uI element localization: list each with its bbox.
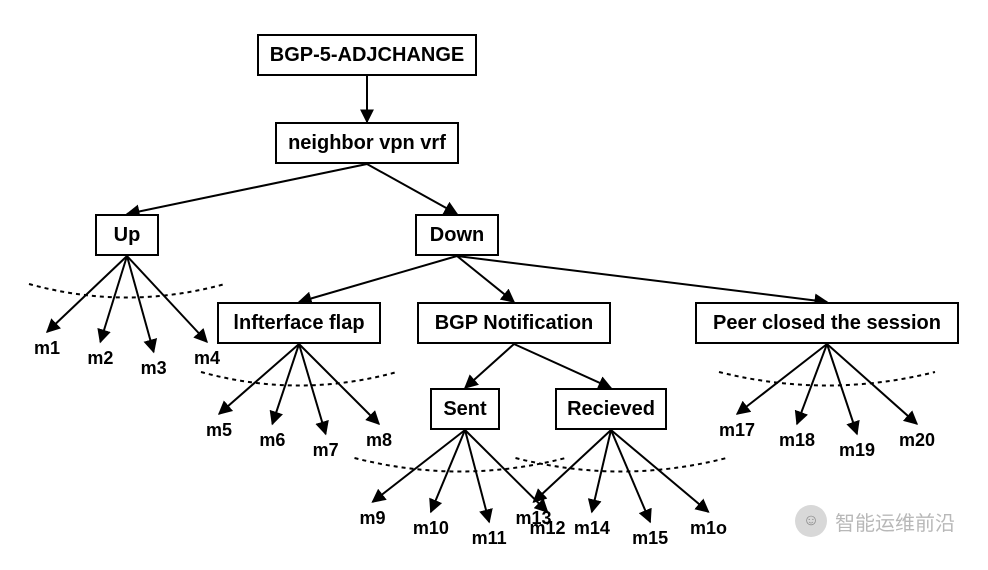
node-root: BGP-5-ADJCHANGE (257, 34, 477, 76)
leaf-m7: m7 (304, 440, 348, 461)
wechat-icon: ☺ (795, 505, 827, 537)
leaf-m14: m14 (570, 518, 614, 539)
node-neighbor: neighbor vpn vrf (275, 122, 459, 164)
diagram-svg (0, 0, 988, 570)
leaf-m8: m8 (357, 430, 401, 451)
leaf-m19: m19 (835, 440, 879, 461)
leaf-m4: m4 (185, 348, 229, 369)
leaf-m17: m17 (715, 420, 759, 441)
leaf-m9: m9 (351, 508, 395, 529)
leaf-m11: m11 (467, 528, 511, 549)
leaf-m13: m13 (512, 508, 556, 529)
node-up: Up (95, 214, 159, 256)
leaf-m6: m6 (250, 430, 294, 451)
node-bgpnot: BGP Notification (417, 302, 611, 344)
node-iflap: lnfterface flap (217, 302, 381, 344)
leaf-m1o: m1o (687, 518, 731, 539)
leaf-m18: m18 (775, 430, 819, 451)
watermark-text: 智能运维前沿 (835, 507, 955, 536)
leaf-m10: m10 (409, 518, 453, 539)
leaf-m15: m15 (628, 528, 672, 549)
node-recv: Recieved (555, 388, 667, 430)
node-sent: Sent (430, 388, 500, 430)
leaf-m20: m20 (895, 430, 939, 451)
node-peer: Peer closed the session (695, 302, 959, 344)
leaf-m3: m3 (132, 358, 176, 379)
leaf-m5: m5 (197, 420, 241, 441)
node-down: Down (415, 214, 499, 256)
leaf-m1: m1 (25, 338, 69, 359)
leaf-m2: m2 (78, 348, 122, 369)
watermark: ☺ 智能运维前沿 (795, 505, 955, 537)
